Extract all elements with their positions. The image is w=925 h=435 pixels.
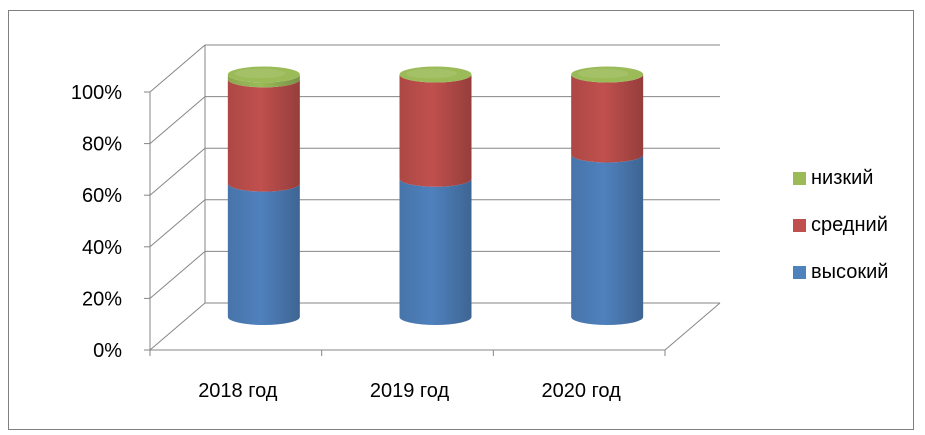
y-tick-label: 20% [82,288,122,310]
y-tick-label: 80% [82,134,122,156]
chart-legend: низкий средний высокий [793,167,888,308]
x-tick-label: 2020 год [542,380,622,402]
bar-cap-highlight [406,68,457,79]
legend-label: средний [811,213,888,236]
chart-bars [227,66,644,325]
gridline-diagonal [149,44,206,93]
legend-label: высокий [811,260,889,283]
legend-swatch [793,171,806,185]
bar-segment-средний [227,79,300,192]
chart-tick-labels: 0% 20% 40% 60% 80% 100% 2018 год 2019 год 2020 г… [71,82,621,402]
cylinder-bar [227,66,300,325]
floor-right-edge [664,302,721,351]
gridline-diagonal [149,147,206,196]
legend-item-высокий: высокий [793,261,888,283]
bar-segment-высокий [399,178,472,325]
y-tick-label: 0% [93,340,122,362]
y-tick-label: 100% [71,82,122,104]
gridline-diagonal [149,199,206,248]
cylinder-bar [399,66,472,325]
bar-segment-высокий [571,154,644,325]
gridline-diagonal [149,302,206,351]
bar-segment-высокий [227,183,300,325]
cylinder-bar [571,66,644,325]
y-tick-label: 40% [82,237,122,259]
x-tick-label: 2018 год [198,380,278,402]
bar-cap-highlight [577,68,629,79]
bar-cap-highlight [234,68,286,79]
x-tick-label: 2019 год [370,380,450,402]
bar-segment-средний [571,74,644,163]
bar-segment-средний [399,74,472,187]
bar-segment-низкий [227,74,300,88]
gridline-diagonal [149,96,206,144]
legend-item-низкий: низкий [793,167,888,189]
legend-swatch [793,218,806,232]
legend-swatch [793,265,806,279]
y-tick-label: 60% [82,185,122,207]
chart-walls [149,45,721,351]
gridline-diagonal [149,251,206,299]
chart-axes [144,91,666,356]
legend-label: низкий [811,166,874,189]
legend-item-средний: средний [793,214,888,236]
